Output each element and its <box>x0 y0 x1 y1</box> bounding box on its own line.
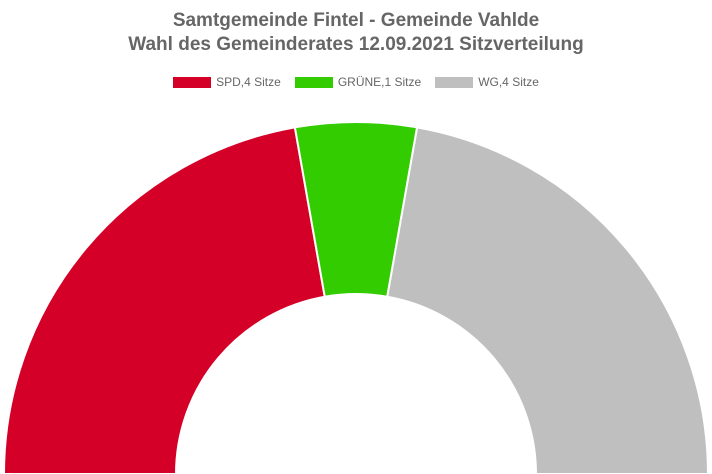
legend-swatch-wg <box>435 76 474 88</box>
slice-wg[interactable] <box>386 126 710 474</box>
legend-swatch-gruene <box>294 76 333 88</box>
legend-swatch-spd <box>173 76 212 88</box>
legend-item-wg[interactable]: WG,4 Sitze <box>435 75 539 89</box>
chart-title-block: Samtgemeinde Fintel - Gemeinde Vahlde Wa… <box>0 9 712 57</box>
chart-slices <box>2 121 710 474</box>
chart-title: Samtgemeinde Fintel - Gemeinde Vahlde <box>172 10 540 31</box>
legend-item-gruene[interactable]: GRÜNE,1 Sitze <box>294 75 422 89</box>
legend-label-spd: SPD,4 Sitze <box>216 75 281 89</box>
legend-label-wg: WG,4 Sitze <box>478 75 539 89</box>
legend-item-spd[interactable]: SPD,4 Sitze <box>173 75 281 89</box>
slice-spd[interactable] <box>2 126 326 474</box>
chart-subtitle: Wahl des Gemeinderates 12.09.2021 Sitzve… <box>128 34 584 55</box>
legend-label-gruene: GRÜNE,1 Sitze <box>337 75 422 89</box>
chart-legend: SPD,4 Sitze GRÜNE,1 Sitze WG,4 Sitze <box>0 75 712 89</box>
